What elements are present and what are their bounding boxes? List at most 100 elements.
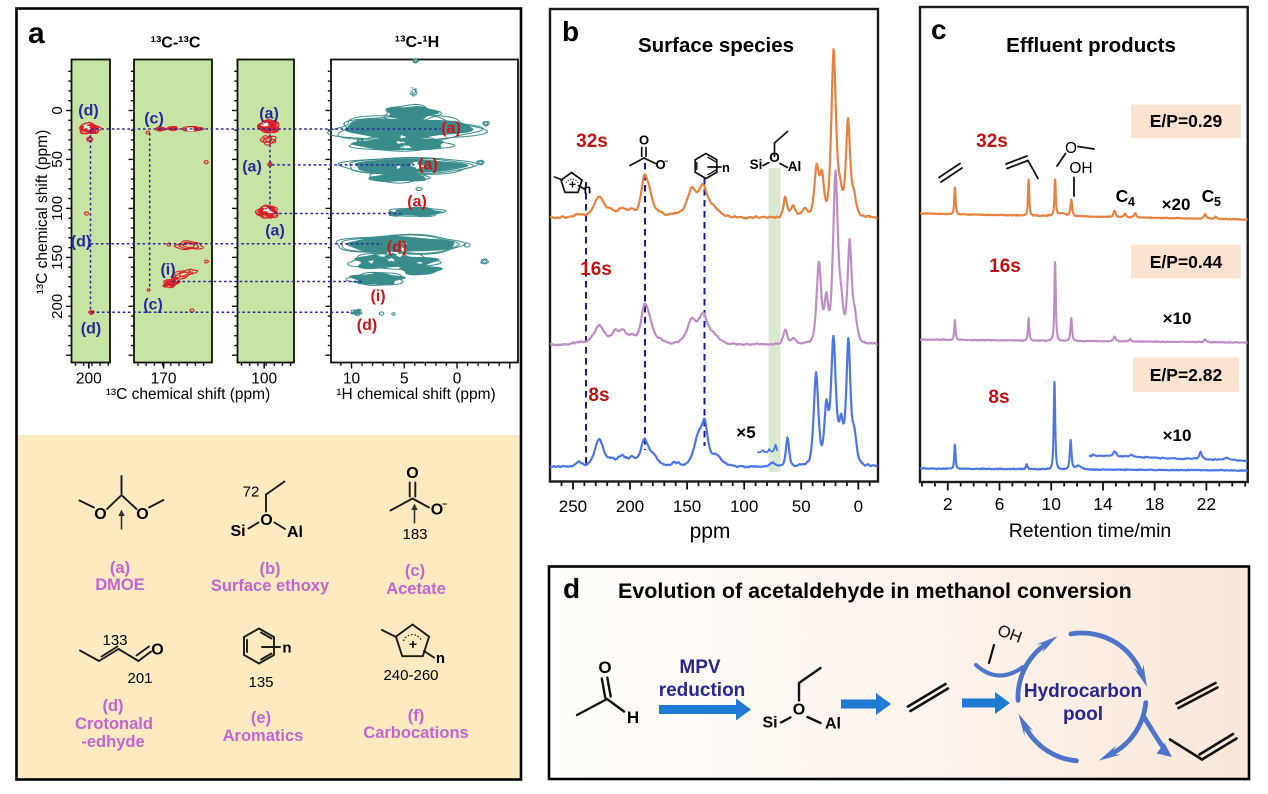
svg-text:O: O (598, 658, 611, 677)
svg-text:-edhyde: -edhyde (81, 733, 144, 751)
svg-text:O: O (769, 150, 780, 165)
svg-text:O: O (639, 133, 649, 148)
svg-text:¹³C-¹H: ¹³C-¹H (395, 34, 439, 51)
svg-text:(i): (i) (160, 262, 175, 279)
svg-text:4: 4 (1128, 195, 1135, 209)
svg-text:200: 200 (76, 371, 102, 388)
svg-text:¹³C chemical shift (ppm): ¹³C chemical shift (ppm) (106, 386, 271, 403)
svg-text:0: 0 (49, 106, 66, 114)
svg-text:Si: Si (230, 523, 245, 540)
svg-text:ppm: ppm (690, 520, 731, 543)
svg-text:Carbocations: Carbocations (363, 724, 468, 742)
svg-text:18: 18 (1145, 494, 1164, 514)
svg-text:(f): (f) (408, 707, 424, 725)
svg-text:8s: 8s (588, 385, 609, 406)
svg-text:Evolution of acetaldehyde in m: Evolution of acetaldehyde in methanol co… (618, 579, 1132, 603)
svg-text:×20: ×20 (1162, 195, 1191, 214)
svg-text:(b): (b) (259, 560, 280, 578)
svg-text:reduction: reduction (659, 680, 746, 701)
svg-text:150: 150 (673, 497, 701, 516)
svg-text:(c): (c) (143, 297, 163, 314)
svg-text:+: + (409, 636, 417, 652)
svg-text:135: 135 (248, 674, 273, 691)
svg-text:(d): (d) (71, 234, 91, 251)
svg-text:O: O (151, 642, 163, 659)
svg-text:16s: 16s (989, 256, 1021, 277)
svg-text:O: O (136, 506, 148, 523)
svg-text:8s: 8s (988, 387, 1009, 408)
svg-text:200: 200 (616, 497, 644, 516)
svg-text:a: a (28, 17, 45, 50)
svg-text:200: 200 (49, 294, 66, 319)
svg-text:C: C (1116, 186, 1129, 206)
svg-text:O: O (431, 502, 443, 519)
svg-text:Acetate: Acetate (386, 580, 446, 598)
svg-text:(a): (a) (242, 159, 262, 176)
svg-text:Al: Al (287, 524, 303, 541)
svg-text:C: C (1202, 186, 1215, 206)
svg-text:×10: ×10 (1163, 309, 1192, 328)
svg-text:16s: 16s (580, 259, 612, 280)
svg-text:Retention time/min: Retention time/min (1009, 520, 1172, 542)
svg-text:5: 5 (1214, 195, 1221, 209)
svg-text:¹H chemical shift (ppm): ¹H chemical shift (ppm) (336, 386, 495, 403)
svg-text:(e): (e) (251, 709, 271, 727)
svg-text:Hydrocarbon: Hydrocarbon (1024, 681, 1142, 702)
svg-text:183: 183 (402, 526, 427, 543)
svg-text:50: 50 (792, 497, 811, 516)
svg-text:133: 133 (102, 632, 127, 649)
svg-text:32s: 32s (976, 131, 1008, 152)
svg-text:14: 14 (1093, 494, 1113, 514)
svg-text:n: n (722, 160, 730, 175)
svg-text:−: − (442, 499, 447, 509)
svg-text:O: O (260, 512, 272, 529)
svg-text:¹³C chemical shift (ppm): ¹³C chemical shift (ppm) (34, 130, 51, 295)
svg-text:(c): (c) (144, 111, 164, 128)
svg-text:(d): (d) (78, 103, 98, 120)
svg-text:−: − (664, 159, 668, 166)
svg-text:72: 72 (243, 484, 260, 501)
svg-text:E/P=0.44: E/P=0.44 (1150, 252, 1223, 272)
svg-text:n: n (436, 650, 445, 667)
svg-text:(d): (d) (102, 697, 123, 715)
svg-text:Al: Al (788, 159, 802, 174)
svg-text:Aromatics: Aromatics (223, 727, 304, 745)
svg-text:Surface ethoxy: Surface ethoxy (211, 577, 330, 595)
svg-text:50: 50 (49, 151, 66, 168)
svg-text:n: n (282, 640, 291, 657)
svg-text:(a): (a) (110, 559, 130, 577)
svg-text:c: c (931, 14, 947, 45)
svg-text:(a): (a) (407, 194, 427, 211)
svg-text:pool: pool (1063, 704, 1103, 725)
svg-text:201: 201 (127, 670, 152, 687)
svg-text:(d): (d) (81, 321, 101, 338)
svg-text:O: O (1065, 140, 1077, 157)
svg-text:O: O (94, 506, 106, 523)
svg-text:6: 6 (995, 494, 1005, 514)
svg-text:0: 0 (854, 497, 863, 516)
svg-text:MPV: MPV (679, 657, 721, 678)
svg-text:Effluent products: Effluent products (1006, 34, 1176, 57)
svg-text:Si: Si (762, 715, 777, 732)
svg-text:H: H (627, 708, 639, 727)
svg-text:(a): (a) (259, 106, 279, 123)
svg-text:(c): (c) (405, 562, 425, 580)
svg-text:32s: 32s (576, 131, 608, 152)
svg-text:d: d (563, 573, 580, 604)
svg-text:Surface species: Surface species (638, 34, 794, 57)
svg-text:Crotonald: Crotonald (75, 715, 153, 733)
svg-text:+: + (569, 178, 576, 192)
svg-text:n: n (584, 183, 592, 197)
svg-text:DMOE: DMOE (95, 576, 145, 594)
svg-text:(d): (d) (387, 239, 407, 256)
svg-text:2: 2 (943, 494, 953, 514)
svg-text:10: 10 (343, 371, 361, 388)
svg-text:100: 100 (49, 196, 66, 221)
svg-text:240-260: 240-260 (383, 667, 438, 684)
svg-text:(a): (a) (441, 120, 461, 137)
svg-text:OH: OH (1069, 160, 1092, 177)
svg-text:10: 10 (1042, 494, 1062, 514)
svg-text:O: O (406, 465, 418, 482)
svg-text:O: O (655, 157, 665, 172)
svg-text:E/P=2.82: E/P=2.82 (1150, 365, 1223, 385)
